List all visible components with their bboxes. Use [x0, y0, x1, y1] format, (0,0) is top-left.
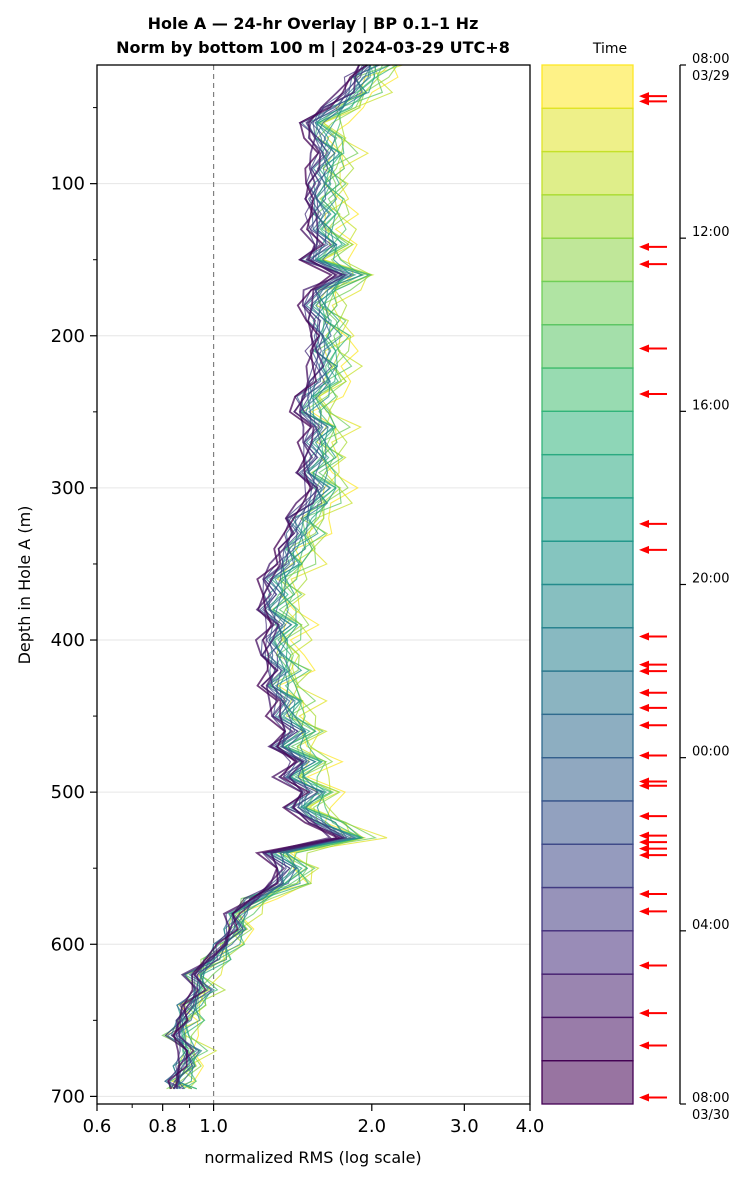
- colorbar-band-17: [541, 800, 634, 845]
- colorbar-band-14: [541, 670, 634, 716]
- series-line-12: [164, 64, 391, 1090]
- y-tick-label-5: 600: [51, 934, 85, 955]
- colorbar-band-1: [541, 107, 634, 153]
- colorbar-band-10: [541, 497, 634, 542]
- x-axis: 0.6 0.8 1.0 2.0 3.0 4.0: [83, 1104, 545, 1137]
- event-marker-2: [639, 242, 667, 251]
- series-group: [161, 64, 403, 1090]
- plot-area: 0.6 0.8 1.0 2.0 3.0 4.0 100 200 300 400 500 600 700: [51, 64, 545, 1137]
- event-marker-8: [639, 632, 667, 641]
- colorbar-band-15: [541, 713, 634, 759]
- series-line-21: [175, 64, 360, 1089]
- x-tick-label-2: 1.0: [199, 1116, 228, 1137]
- time-tick-label-6: 08:00: [692, 1091, 729, 1106]
- event-marker-14: [639, 751, 667, 760]
- event-marker-10: [639, 667, 667, 676]
- series-line-4: [166, 64, 398, 1090]
- event-marker-23: [639, 907, 667, 916]
- x-tick-label-4: 3.0: [450, 1116, 479, 1137]
- colorbar-band-21: [541, 973, 634, 1019]
- time-tick-label-3: 20:00: [692, 572, 729, 587]
- series-line-0: [169, 64, 399, 1090]
- chart-subtitle: Norm by bottom 100 m | 2024-03-29 UTC+8: [116, 38, 510, 58]
- y-tick-label-0: 100: [51, 174, 85, 195]
- event-marker-25: [639, 1009, 667, 1018]
- colorbar-label: Time: [592, 41, 627, 57]
- event-marker-21: [639, 851, 667, 860]
- chart-title: Hole A — 24-hr Overlay | BP 0.1–1 Hz: [148, 14, 479, 34]
- y-tick-label-4: 500: [51, 782, 85, 803]
- series-line-9: [164, 64, 378, 1090]
- event-marker-19: [639, 838, 667, 847]
- colorbar-band-13: [541, 627, 634, 672]
- x-tick-label-0: 0.6: [83, 1116, 112, 1137]
- event-marker-1: [639, 97, 667, 106]
- x-tick-label-3: 2.0: [357, 1116, 386, 1137]
- colorbar-band-20: [541, 930, 634, 975]
- time-tick-label-5: 04:00: [692, 918, 729, 933]
- x-tick-label-1: 0.8: [148, 1116, 177, 1137]
- event-marker-24: [639, 961, 667, 970]
- plot-frame: [96, 64, 531, 1105]
- y-axis-label: Depth in Hole A (m): [15, 506, 34, 665]
- event-marker-26: [639, 1041, 667, 1050]
- colorbar-band-19: [541, 886, 634, 932]
- y-tick-label-2: 300: [51, 478, 85, 499]
- event-marker-22: [639, 890, 667, 899]
- time-axis: 08:00 03/29 12:00 16:00 20:00 00:00 04:00 08:00…: [679, 52, 729, 1123]
- time-tick-label-0: 08:00: [692, 52, 729, 67]
- event-marker-16: [639, 781, 667, 790]
- event-marker-5: [639, 390, 667, 399]
- event-marker-20: [639, 844, 667, 853]
- time-tick-label-2: 16:00: [692, 398, 729, 413]
- time-tick-label-4: 00:00: [692, 745, 729, 760]
- event-marker-4: [639, 344, 667, 353]
- colorbar-band-2: [541, 150, 634, 196]
- colorbar-band-5: [541, 280, 634, 326]
- colorbar-band-16: [541, 757, 634, 802]
- event-markers: [639, 92, 667, 1102]
- colorbar-band-4: [541, 237, 634, 283]
- colorbar-band-8: [541, 410, 634, 456]
- series-line-13: [170, 64, 369, 1090]
- y-tick-label-1: 200: [51, 326, 85, 347]
- colorbar-band-0: [541, 64, 634, 109]
- time-tick-date-6: 03/30: [692, 1108, 729, 1123]
- colorbar-band-9: [541, 453, 634, 499]
- colorbar-bands: [541, 64, 634, 1105]
- time-tick-label-1: 12:00: [692, 225, 729, 240]
- event-marker-12: [639, 703, 667, 712]
- event-marker-0: [639, 92, 667, 101]
- series-line-15: [172, 64, 372, 1090]
- series-line-23: [167, 64, 368, 1090]
- time-tick-date-0: 03/29: [692, 69, 729, 84]
- x-axis-label: normalized RMS (log scale): [204, 1148, 421, 1167]
- event-marker-27: [639, 1093, 667, 1102]
- event-marker-6: [639, 519, 667, 528]
- event-marker-18: [639, 831, 667, 840]
- event-marker-3: [639, 260, 667, 269]
- colorbar-band-12: [541, 583, 634, 629]
- time-colorbar: 08:00 03/29 12:00 16:00 20:00 00:00 04:00 08:00…: [541, 52, 729, 1123]
- event-marker-7: [639, 545, 667, 554]
- y-axis: 100 200 300 400 500 600 700: [51, 107, 97, 1107]
- event-marker-17: [639, 812, 667, 821]
- colorbar-band-7: [541, 367, 634, 412]
- event-marker-11: [639, 688, 667, 697]
- colorbar-band-23: [541, 1060, 634, 1105]
- colorbar-band-18: [541, 843, 634, 889]
- colorbar-band-6: [541, 324, 634, 369]
- event-marker-9: [639, 660, 667, 669]
- x-tick-label-5: 4.0: [516, 1116, 545, 1137]
- colorbar-band-3: [541, 194, 634, 239]
- y-tick-label-6: 700: [51, 1086, 85, 1107]
- series-line-18: [174, 64, 365, 1090]
- y-tick-label-3: 400: [51, 630, 85, 651]
- colorbar-band-22: [541, 1016, 634, 1062]
- colorbar-band-11: [541, 540, 634, 586]
- event-marker-13: [639, 721, 667, 730]
- series-line-22: [172, 64, 361, 1090]
